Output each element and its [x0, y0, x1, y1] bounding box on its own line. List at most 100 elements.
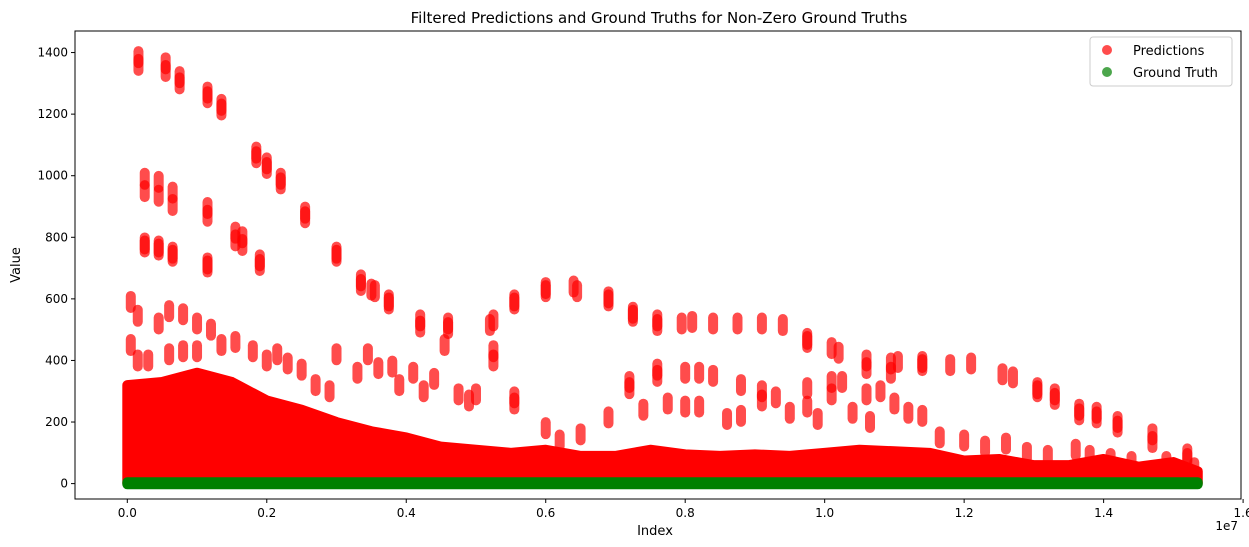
x-tick-label: 1.4	[1094, 506, 1113, 520]
prediction-point	[202, 255, 213, 278]
prediction-point	[488, 349, 499, 372]
prediction-point	[373, 357, 384, 380]
prediction-point	[603, 289, 614, 312]
prediction-point	[261, 349, 272, 372]
prediction-point	[826, 383, 837, 406]
prediction-point	[261, 157, 272, 180]
prediction-point	[125, 334, 136, 357]
prediction-point	[418, 380, 429, 403]
prediction-point	[139, 235, 150, 258]
prediction-point	[310, 374, 321, 397]
prediction-point	[917, 404, 928, 427]
x-tick-label: 1.0	[815, 506, 834, 520]
prediction-point	[575, 423, 586, 446]
prediction-point	[251, 146, 262, 169]
prediction-point	[708, 312, 719, 335]
prediction-point	[865, 411, 875, 434]
prediction-point	[833, 341, 844, 364]
prediction-point	[202, 86, 213, 109]
prediction-point	[324, 380, 335, 403]
prediction-point	[216, 98, 227, 121]
prediction-point	[756, 312, 767, 335]
prediction-point	[934, 426, 945, 449]
x-tick-label: 0.2	[257, 506, 276, 520]
predictions-dense-band	[122, 367, 1203, 489]
prediction-point	[164, 343, 175, 366]
prediction-point	[1161, 451, 1172, 474]
legend-label-ground-truth: Ground Truth	[1133, 66, 1218, 81]
y-tick-label: 1200	[37, 107, 68, 121]
prediction-point	[959, 429, 970, 452]
prediction-point	[732, 312, 743, 335]
prediction-point	[331, 244, 342, 267]
prediction-point	[540, 280, 551, 303]
prediction-point	[889, 392, 900, 415]
prediction-point	[1021, 441, 1032, 464]
prediction-point	[966, 352, 977, 375]
prediction-point	[802, 395, 813, 418]
prediction-point	[296, 358, 307, 381]
prediction-point	[802, 330, 813, 353]
prediction-point	[638, 398, 649, 421]
prediction-point	[652, 314, 663, 337]
prediction-point	[237, 233, 248, 256]
prediction-point	[509, 292, 520, 315]
prediction-point	[885, 361, 896, 384]
prediction-point	[143, 349, 154, 372]
x-tick-label: 0.8	[676, 506, 695, 520]
prediction-point	[1049, 387, 1060, 410]
x-axis: 0.0 0.2 0.4 0.6 0.8 1.0 1.2 1.4 1.6	[118, 499, 1249, 520]
prediction-point	[1147, 431, 1158, 454]
prediction-point	[383, 292, 394, 315]
y-tick-label: 1000	[37, 169, 68, 183]
y-axis-label: Value	[9, 247, 24, 283]
prediction-point	[624, 377, 635, 400]
legend-box	[1089, 36, 1233, 87]
prediction-point	[331, 343, 342, 366]
y-tick-label: 800	[45, 230, 68, 244]
prediction-point	[132, 349, 143, 372]
prediction-point	[164, 300, 175, 323]
x-tick-label: 0.0	[118, 506, 137, 520]
prediction-point	[275, 172, 286, 195]
prediction-point	[680, 395, 691, 418]
prediction-point	[777, 314, 788, 337]
prediction-point	[167, 193, 178, 216]
prediction-point	[153, 312, 164, 335]
prediction-point	[282, 352, 293, 375]
prediction-point	[362, 343, 373, 366]
prediction-point	[192, 312, 203, 335]
legend-marker-predictions	[1102, 45, 1112, 55]
prediction-point	[1074, 403, 1085, 426]
prediction-point	[132, 304, 143, 327]
prediction-point	[272, 343, 283, 366]
prediction-point	[917, 354, 928, 377]
legend: Predictions Ground Truth	[1089, 36, 1233, 87]
prediction-point	[652, 364, 663, 387]
prediction-point	[133, 53, 144, 76]
prediction-point	[153, 238, 164, 261]
prediction-point	[1000, 432, 1011, 455]
prediction-point	[125, 290, 136, 313]
prediction-point	[680, 361, 691, 384]
prediction-point	[509, 392, 520, 415]
prediction-point	[167, 244, 178, 267]
prediction-point	[770, 386, 781, 409]
prediction-point	[861, 357, 872, 380]
prediction-point	[205, 318, 216, 341]
plot-frame	[74, 30, 1242, 500]
prediction-point	[178, 340, 189, 363]
prediction-point	[443, 317, 454, 340]
prediction-point	[875, 380, 886, 403]
prediction-point	[387, 355, 398, 378]
prediction-point	[369, 280, 380, 303]
x-tick-label: 0.6	[536, 506, 555, 520]
ground-truth-point-band	[122, 477, 1203, 490]
prediction-point	[708, 364, 719, 387]
prediction-point	[408, 361, 419, 384]
prediction-point	[1126, 451, 1137, 474]
prediction-point	[415, 315, 426, 338]
x-tick-label: 1.2	[955, 506, 974, 520]
prediction-point	[470, 383, 481, 406]
